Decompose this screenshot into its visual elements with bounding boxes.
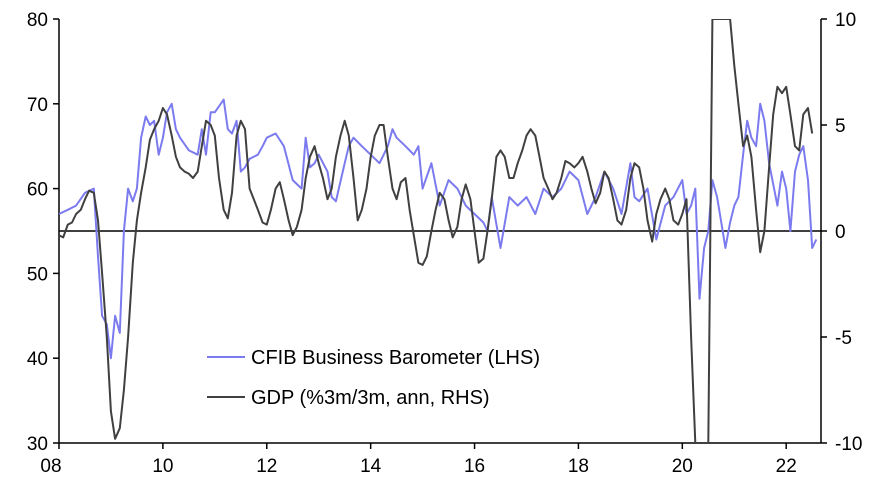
x-tick-label: 14 (360, 456, 382, 477)
x-tick-label: 18 (568, 456, 589, 477)
left-tick-label: 60 (27, 180, 48, 201)
left-tick-label: 50 (27, 264, 48, 285)
x-tick-label: 08 (40, 456, 61, 477)
legend-label-cfib: CFIB Business Barometer (LHS) (251, 347, 540, 369)
x-tick-label: 10 (152, 456, 173, 477)
right-tick-label: -10 (835, 434, 862, 455)
right-tick-label: -5 (835, 328, 852, 349)
x-tick-label: 20 (672, 456, 693, 477)
chart-series-lines (59, 19, 818, 443)
chart-axes: 30 40 50 60 70 80 -10 -5 0 5 10 08 10 12 14 16 18 20 22 (27, 10, 863, 477)
right-tick-label: 5 (835, 116, 846, 137)
right-tick-label: 0 (835, 222, 846, 243)
left-tick-label: 80 (27, 10, 48, 31)
x-tick-label: 16 (464, 456, 485, 477)
chart-legend: CFIB Business Barometer (LHS) GDP (%3m/3m… (207, 347, 540, 409)
left-tick-label: 40 (27, 349, 48, 370)
left-tick-label: 30 (27, 434, 48, 455)
x-tick-label: 22 (776, 456, 797, 477)
legend-label-gdp: GDP (%3m/3m, ann, RHS) (251, 387, 490, 409)
series-line-cfib (59, 98, 818, 360)
x-tick-label: 12 (256, 456, 277, 477)
series-line-gdp (59, 19, 814, 443)
left-tick-label: 70 (27, 95, 48, 116)
right-tick-label: 10 (835, 10, 856, 31)
